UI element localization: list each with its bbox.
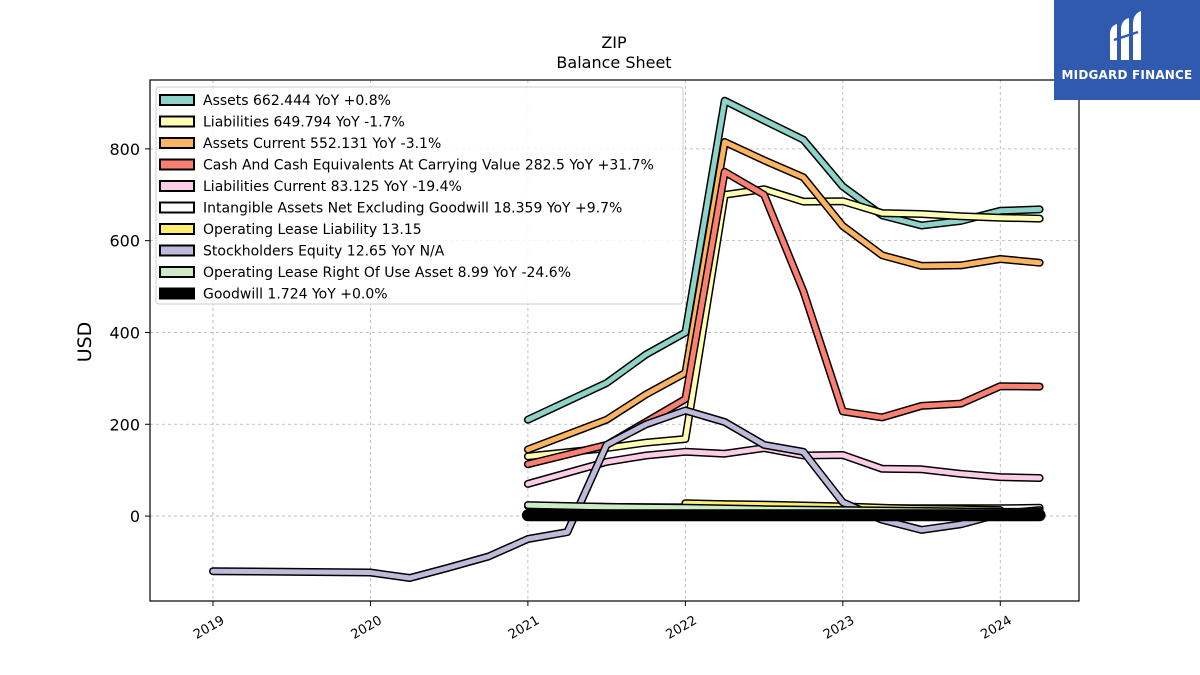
legend-item: Intangible Assets Net Excluding Goodwill… xyxy=(159,201,622,217)
chart-subtitle: Balance Sheet xyxy=(556,53,671,72)
legend-item: Goodwill 1.724 YoY +0.0% xyxy=(159,287,388,303)
series-line-1 xyxy=(523,185,1044,461)
legend-label: Assets Current 552.131 YoY -3.1% xyxy=(203,136,441,152)
legend-swatch xyxy=(159,287,195,300)
y-tick-label: 400 xyxy=(109,323,140,342)
logo-text: MIDGARD FINANCE xyxy=(1061,68,1193,82)
chart-title: ZIP xyxy=(601,33,627,52)
legend-swatch xyxy=(159,180,195,192)
x-tick-label: 2022 xyxy=(664,613,700,643)
legend-swatch xyxy=(159,94,195,106)
legend-frame xyxy=(155,86,684,305)
legend-label: Cash And Cash Equivalents At Carrying Va… xyxy=(203,158,654,174)
y-tick-label: 800 xyxy=(109,140,140,159)
legend-swatch xyxy=(159,137,195,149)
series-line-0 xyxy=(523,96,1044,424)
logo-mark-icon xyxy=(1110,11,1141,60)
legend-swatch xyxy=(159,223,195,235)
legend-label: Assets 662.444 YoY +0.8% xyxy=(203,93,391,109)
series-line-7 xyxy=(209,406,1044,582)
x-tick-label: 2023 xyxy=(821,613,857,643)
legend-label: Liabilities Current 83.125 YoY -19.4% xyxy=(203,179,462,195)
legend-item: Liabilities Current 83.125 YoY -19.4% xyxy=(159,179,462,195)
legend-label: Liabilities 649.794 YoY -1.7% xyxy=(203,115,405,131)
legend-item: Liabilities 649.794 YoY -1.7% xyxy=(159,115,405,131)
legend-item: Stockholders Equity 12.65 YoY N/A xyxy=(159,244,445,260)
x-tick-label: 2024 xyxy=(978,613,1014,643)
plot-frame xyxy=(149,79,1080,602)
legend-item: Assets 662.444 YoY +0.8% xyxy=(159,93,391,109)
legend-swatch xyxy=(159,266,195,278)
y-tick-label: 600 xyxy=(109,232,140,251)
legend-swatch xyxy=(159,115,195,128)
legend-label: Operating Lease Right Of Use Asset 8.99 … xyxy=(203,265,571,281)
y-axis-ticks: 0 200 400 600 800 xyxy=(109,140,150,526)
legend-label: Intangible Assets Net Excluding Goodwill… xyxy=(203,201,622,217)
legend-label: Stockholders Equity 12.65 YoY N/A xyxy=(203,244,445,260)
series-line-stroke xyxy=(525,98,1043,423)
x-tick-label: 2020 xyxy=(349,613,385,643)
legend-item: Assets Current 552.131 YoY -3.1% xyxy=(159,136,441,152)
series-line-stroke xyxy=(525,139,1043,452)
series-line-stroke xyxy=(525,186,1043,459)
series-line-stroke xyxy=(210,408,1043,581)
x-tick-label: 2021 xyxy=(506,613,542,643)
x-axis-ticks: 2019 2020 2021 2022 2023 2024 xyxy=(191,601,1015,643)
series-line-2 xyxy=(523,138,1044,454)
legend-swatch xyxy=(159,244,195,257)
x-tick-label: 2019 xyxy=(191,613,227,643)
legend-swatch xyxy=(159,158,195,171)
legend-item: Operating Lease Right Of Use Asset 8.99 … xyxy=(159,265,571,281)
legend-label: Operating Lease Liability 13.15 xyxy=(203,222,422,238)
legend-item: Cash And Cash Equivalents At Carrying Va… xyxy=(159,158,654,174)
brand-logo: MIDGARD FINANCE xyxy=(1054,0,1200,100)
series-lines xyxy=(209,96,1046,582)
legend-label: Goodwill 1.724 YoY +0.0% xyxy=(203,287,388,303)
y-axis-label: USD xyxy=(74,322,96,363)
legend-item: Operating Lease Liability 13.15 xyxy=(159,222,422,238)
y-tick-label: 0 xyxy=(130,507,140,526)
legend-swatch xyxy=(159,201,195,214)
y-tick-label: 200 xyxy=(109,415,140,434)
legend: Assets 662.444 YoY +0.8% Liabilities 649.… xyxy=(155,86,684,305)
